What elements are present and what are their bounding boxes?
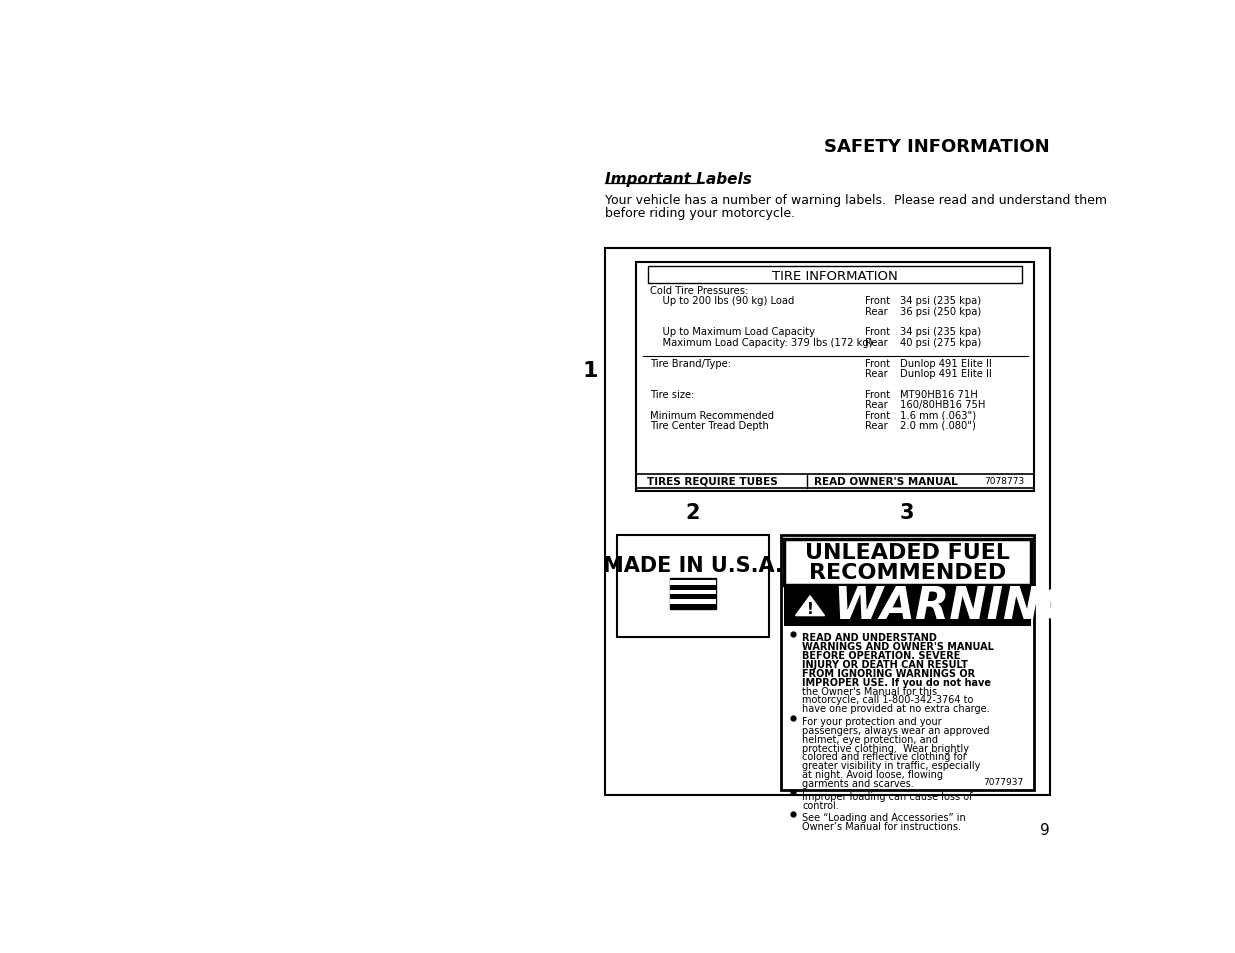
Text: Minimum Recommended: Minimum Recommended — [651, 410, 774, 420]
Text: SAFETY INFORMATION: SAFETY INFORMATION — [824, 137, 1050, 155]
Text: passengers, always wear an approved: passengers, always wear an approved — [803, 725, 989, 735]
Text: 2: 2 — [685, 503, 700, 523]
Text: UNLEADED FUEL: UNLEADED FUEL — [805, 543, 1010, 563]
Bar — [648, 267, 1023, 284]
Text: Rear: Rear — [864, 337, 888, 348]
Text: READ AND UNDERSTAND: READ AND UNDERSTAND — [803, 633, 937, 642]
Text: Improper loading can cause loss of: Improper loading can cause loss of — [803, 791, 973, 801]
Text: Dunlop 491 Elite II: Dunlop 491 Elite II — [900, 358, 992, 368]
Text: MADE IN U.S.A.: MADE IN U.S.A. — [603, 555, 783, 575]
Text: 1: 1 — [582, 360, 598, 380]
Text: Important Labels: Important Labels — [605, 172, 752, 187]
Bar — [669, 590, 716, 595]
Text: WARNINGS AND OWNER'S MANUAL: WARNINGS AND OWNER'S MANUAL — [803, 641, 994, 652]
Text: 1.6 mm (.063"): 1.6 mm (.063") — [900, 410, 976, 420]
Bar — [669, 599, 716, 604]
Text: Rear: Rear — [864, 306, 888, 316]
Text: Front: Front — [864, 327, 890, 337]
Text: 36 psi (250 kpa): 36 psi (250 kpa) — [900, 306, 981, 316]
Text: See “Loading and Accessories” in: See “Loading and Accessories” in — [803, 812, 966, 822]
Bar — [605, 249, 1050, 795]
Text: protective clothing.  Wear brightly: protective clothing. Wear brightly — [803, 742, 969, 753]
Text: TIRE INFORMATION: TIRE INFORMATION — [772, 270, 898, 282]
Text: RECOMMENDED: RECOMMENDED — [809, 562, 1007, 582]
Text: before riding your motorcycle.: before riding your motorcycle. — [605, 206, 795, 219]
Text: 7077937: 7077937 — [983, 778, 1023, 786]
Text: Up to Maximum Load Capacity: Up to Maximum Load Capacity — [651, 327, 815, 337]
Text: BEFORE OPERATION. SEVERE: BEFORE OPERATION. SEVERE — [803, 651, 961, 660]
Text: Rear: Rear — [864, 420, 888, 431]
Text: motorcycle, call 1-800-342-3764 to: motorcycle, call 1-800-342-3764 to — [803, 695, 973, 704]
Text: 40 psi (275 kpa): 40 psi (275 kpa) — [900, 337, 981, 348]
Bar — [781, 536, 1034, 790]
Text: Your vehicle has a number of warning labels.  Please read and understand them: Your vehicle has a number of warning lab… — [605, 194, 1108, 207]
Text: Tire Brand/Type:: Tire Brand/Type: — [651, 358, 731, 368]
Text: For your protection and your: For your protection and your — [803, 717, 942, 726]
Text: Owner’s Manual for instructions.: Owner’s Manual for instructions. — [803, 821, 961, 831]
Text: FROM IGNORING WARNINGS OR: FROM IGNORING WARNINGS OR — [803, 668, 976, 679]
Text: control.: control. — [803, 800, 839, 810]
Text: at night. Avoid loose, flowing: at night. Avoid loose, flowing — [803, 769, 944, 780]
Text: Tire Center Tread Depth: Tire Center Tread Depth — [651, 420, 769, 431]
Text: TIRES REQUIRE TUBES: TIRES REQUIRE TUBES — [647, 476, 778, 486]
Text: Dunlop 491 Elite II: Dunlop 491 Elite II — [900, 369, 992, 378]
Bar — [636, 263, 1034, 491]
Text: 2.0 mm (.080"): 2.0 mm (.080") — [900, 420, 976, 431]
Text: have one provided at no extra charge.: have one provided at no extra charge. — [803, 703, 990, 714]
Bar — [784, 587, 1031, 627]
Text: 3: 3 — [900, 503, 915, 523]
Bar — [669, 578, 716, 609]
Text: helmet, eye protection, and: helmet, eye protection, and — [803, 734, 939, 744]
Text: Maximum Load Capacity: 379 lbs (172 kg): Maximum Load Capacity: 379 lbs (172 kg) — [651, 337, 873, 348]
Text: greater visibility in traffic, especially: greater visibility in traffic, especiall… — [803, 760, 981, 770]
Bar — [784, 539, 1031, 585]
Text: READ OWNER'S MANUAL: READ OWNER'S MANUAL — [814, 476, 957, 486]
Text: INJURY OR DEATH CAN RESULT: INJURY OR DEATH CAN RESULT — [803, 659, 968, 669]
Text: !: ! — [806, 601, 814, 617]
Text: MT90HB16 71H: MT90HB16 71H — [900, 390, 978, 399]
Text: the Owner's Manual for this: the Owner's Manual for this — [803, 686, 937, 696]
Text: 34 psi (235 kpa): 34 psi (235 kpa) — [900, 327, 981, 337]
Text: IMPROPER USE. If you do not have: IMPROPER USE. If you do not have — [803, 677, 992, 687]
Text: Rear: Rear — [864, 369, 888, 378]
Text: 34 psi (235 kpa): 34 psi (235 kpa) — [900, 295, 981, 306]
Text: WARNING: WARNING — [834, 585, 1077, 628]
Bar — [618, 536, 769, 638]
Text: 7078773: 7078773 — [984, 476, 1025, 486]
Text: colored and reflective clothing for: colored and reflective clothing for — [803, 752, 967, 761]
Text: 160/80HB16 75H: 160/80HB16 75H — [900, 399, 986, 410]
Text: Front: Front — [864, 390, 890, 399]
Polygon shape — [795, 597, 825, 616]
Text: Front: Front — [864, 410, 890, 420]
Bar — [669, 580, 716, 585]
Text: 9: 9 — [1040, 822, 1050, 837]
Text: Front: Front — [864, 295, 890, 306]
Text: Cold Tire Pressures:: Cold Tire Pressures: — [651, 286, 748, 295]
Text: Up to 200 lbs (90 kg) Load: Up to 200 lbs (90 kg) Load — [651, 295, 795, 306]
Text: Front: Front — [864, 358, 890, 368]
Text: Rear: Rear — [864, 399, 888, 410]
Text: Tire size:: Tire size: — [651, 390, 695, 399]
Text: garments and scarves.: garments and scarves. — [803, 779, 914, 788]
